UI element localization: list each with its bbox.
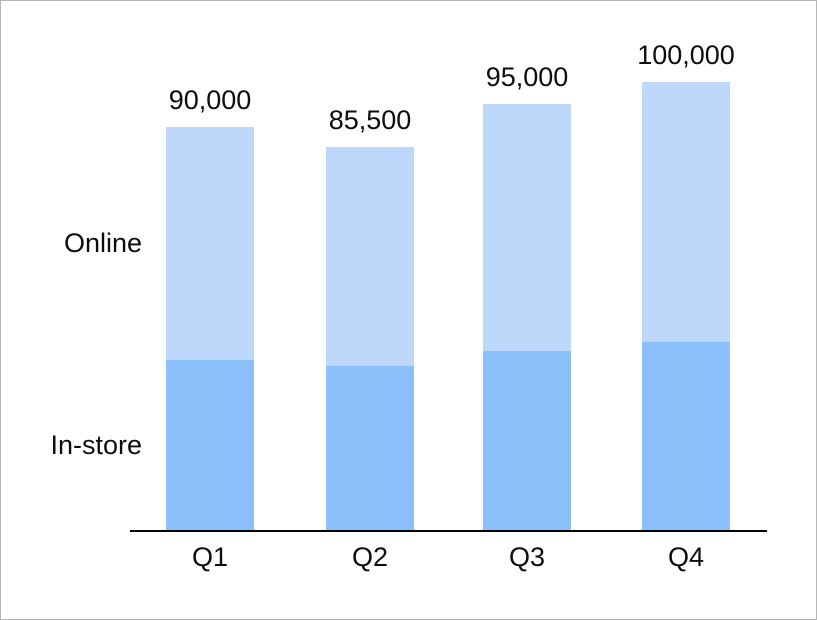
total-label-q3: 95,000 <box>485 62 569 93</box>
x-tick-label-q3: Q3 <box>508 542 546 572</box>
bar-q4-online <box>642 82 730 342</box>
series-label-in-store: In-store <box>50 429 142 460</box>
series-label-online: Online <box>63 228 142 259</box>
bar-q4-in-store <box>642 341 730 530</box>
bar-q2-in-store <box>326 366 414 530</box>
x-axis-line <box>130 530 767 532</box>
bar-q3-in-store <box>483 350 571 530</box>
total-label-q1: 90,000 <box>168 84 252 115</box>
bar-q1-online <box>166 126 254 360</box>
x-tick-label-q1: Q1 <box>191 542 229 572</box>
total-label-q2: 85,500 <box>328 104 412 135</box>
x-tick-label-q4: Q4 <box>667 542 705 572</box>
total-label-q4: 100,000 <box>637 40 735 70</box>
bar-q3-online <box>483 104 571 351</box>
x-tick-label-q2: Q2 <box>351 542 389 572</box>
bar-q2-online <box>326 146 414 367</box>
bar-q1-in-store <box>166 359 254 530</box>
